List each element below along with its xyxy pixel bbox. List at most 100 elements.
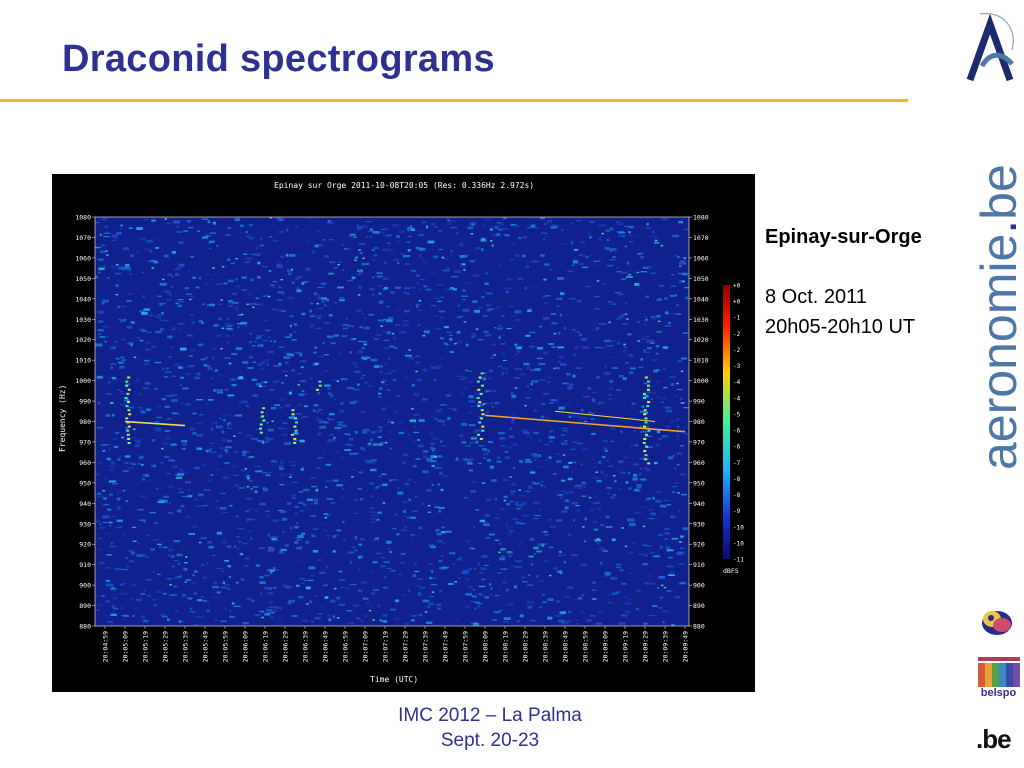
colorbar-tick-label: -11	[733, 557, 744, 564]
colorbar-gradient	[723, 285, 730, 559]
x-tick-label: 20:05:19	[142, 631, 150, 662]
colorbar: +0 +0 -1 -2 -2 -3 -4 -4 -5 -6 -6 -7 -8 -8 -9 -10 -10 -11 d…	[723, 283, 744, 575]
x-tick-label: 20:05:29	[162, 631, 170, 662]
y-tick-label-right: 1070	[693, 234, 709, 242]
y-tick-label-left: 980	[79, 418, 91, 426]
y-tick-label-right: 1000	[693, 377, 709, 385]
spectrogram-ylabel: Frequency (Hz)	[58, 385, 67, 452]
colorbar-tick-label: -6	[733, 444, 741, 451]
x-tick-label: 20:08:59	[582, 631, 590, 662]
x-tick-label: 20:08:39	[542, 631, 550, 662]
y-tick-label-left: 1010	[75, 357, 91, 365]
y-tick-label-right: 990	[693, 398, 705, 406]
y-tick-label-left: 1050	[75, 275, 91, 283]
x-tick-label: 20:08:49	[562, 631, 570, 662]
x-tick-label: 20:07:29	[402, 631, 410, 662]
echo-trail	[484, 414, 686, 433]
x-tick-label: 20:06:49	[322, 631, 330, 662]
y-tick-label-left: 1020	[75, 336, 91, 344]
y-tick-label-right: 890	[693, 602, 705, 610]
x-tick-label: 20:09:39	[662, 631, 670, 662]
echo-trail	[554, 410, 656, 422]
brand-suffix: be	[971, 164, 1024, 220]
y-tick-label-right: 1080	[693, 214, 709, 222]
noise-field	[95, 217, 689, 626]
y-tick-label-right: 1050	[693, 275, 709, 283]
colorbar-tick-label: -7	[733, 460, 741, 467]
observation-date: 8 Oct. 2011	[765, 286, 867, 308]
x-tick-label: 20:05:39	[182, 631, 190, 662]
station-name: Epinay-sur-Orge	[765, 226, 922, 248]
x-tick-label: 20:06:59	[342, 631, 350, 662]
x-tick-label: 20:07:39	[422, 631, 430, 662]
colorbar-tick-label: -5	[733, 411, 741, 418]
title-rule	[0, 99, 908, 102]
y-tick-label-right: 980	[693, 418, 705, 426]
x-tick-label: 20:07:19	[382, 631, 390, 662]
belspo-label: belspo	[980, 687, 1017, 699]
x-tick-label: 20:08:19	[502, 631, 510, 662]
footer-dates: Sept. 20-23	[440, 730, 540, 751]
y-tick-label-left: 960	[79, 459, 91, 467]
echo-trail	[124, 420, 186, 427]
y-tick-label-right: 1060	[693, 254, 709, 262]
colorbar-tick-label: +0	[733, 283, 741, 290]
x-tick-label: 20:09:19	[622, 631, 630, 662]
spectrogram-header: Epinay sur Orge 2011-10-08T20:05 (Res: 0…	[274, 181, 534, 190]
be-logo: .be	[976, 724, 1012, 754]
y-tick-label-right: 950	[693, 479, 705, 487]
colorbar-tick-label: -2	[733, 347, 741, 354]
y-tick-label-left: 900	[79, 582, 91, 590]
colorbar-tick-label: -8	[733, 492, 741, 499]
colorbar-tick-label: -4	[733, 395, 741, 402]
partner-mascot-logo	[982, 611, 1012, 635]
y-tick-label-right: 1010	[693, 357, 709, 365]
echo-burst	[642, 376, 651, 465]
y-tick-label-right: 960	[693, 459, 705, 467]
echo-burst	[315, 380, 322, 391]
y-tick-label-right: 930	[693, 520, 705, 528]
observation-time: 20h05-20h10 UT	[765, 316, 916, 338]
y-tick-label-left: 990	[79, 398, 91, 406]
colorbar-tick-label: -2	[733, 331, 741, 338]
meteor-echoes	[124, 372, 686, 465]
x-tick-label: 20:05:09	[122, 631, 130, 662]
y-tick-label-left: 970	[79, 438, 91, 446]
y-tick-label-right: 920	[693, 541, 705, 549]
brand-dot: .	[971, 219, 1024, 234]
x-tick-label: 20:07:59	[462, 631, 470, 662]
x-tick-label: 20:05:49	[202, 631, 210, 662]
y-tick-label-right: 880	[693, 623, 705, 631]
x-tick-label: 20:08:29	[522, 631, 530, 662]
y-tick-label-left: 920	[79, 541, 91, 549]
colorbar-tick-label: -1	[733, 315, 741, 322]
colorbar-tick-label: -6	[733, 428, 741, 435]
x-tick-label: 20:06:39	[302, 631, 310, 662]
y-tick-label-left: 1030	[75, 316, 91, 324]
y-tick-label-left: 940	[79, 500, 91, 508]
x-tick-label: 20:06:19	[262, 631, 270, 662]
slide-title: Draconid spectrograms	[62, 38, 495, 80]
y-tick-label-left: 1040	[75, 295, 91, 303]
y-tick-label-left: 930	[79, 520, 91, 528]
x-tick-label: 20:06:29	[282, 631, 290, 662]
x-tick-label: 20:09:29	[642, 631, 650, 662]
y-tick-label-left: 1080	[75, 214, 91, 222]
colorbar-tick-label: -8	[733, 476, 741, 483]
x-tick-label: 20:06:09	[242, 631, 250, 662]
x-tick-label: 20:07:09	[362, 631, 370, 662]
spectrogram-xlabel: Time (UTC)	[370, 675, 418, 684]
y-tick-label-left: 1070	[75, 234, 91, 242]
y-tick-label-left: 910	[79, 561, 91, 569]
x-tick-label: 20:09:49	[682, 631, 690, 662]
x-tick-label: 20:05:59	[222, 631, 230, 662]
y-tick-label-right: 1040	[693, 295, 709, 303]
x-tick-label: 20:04:59	[102, 631, 110, 662]
y-tick-label-left: 950	[79, 479, 91, 487]
colorbar-tick-label: -9	[733, 508, 741, 515]
echo-burst	[290, 409, 298, 444]
y-tick-label-left: 890	[79, 602, 91, 610]
y-tick-label-right: 970	[693, 438, 705, 446]
x-tick-label: 20:08:09	[482, 631, 490, 662]
x-tick-label: 20:09:09	[602, 631, 610, 662]
